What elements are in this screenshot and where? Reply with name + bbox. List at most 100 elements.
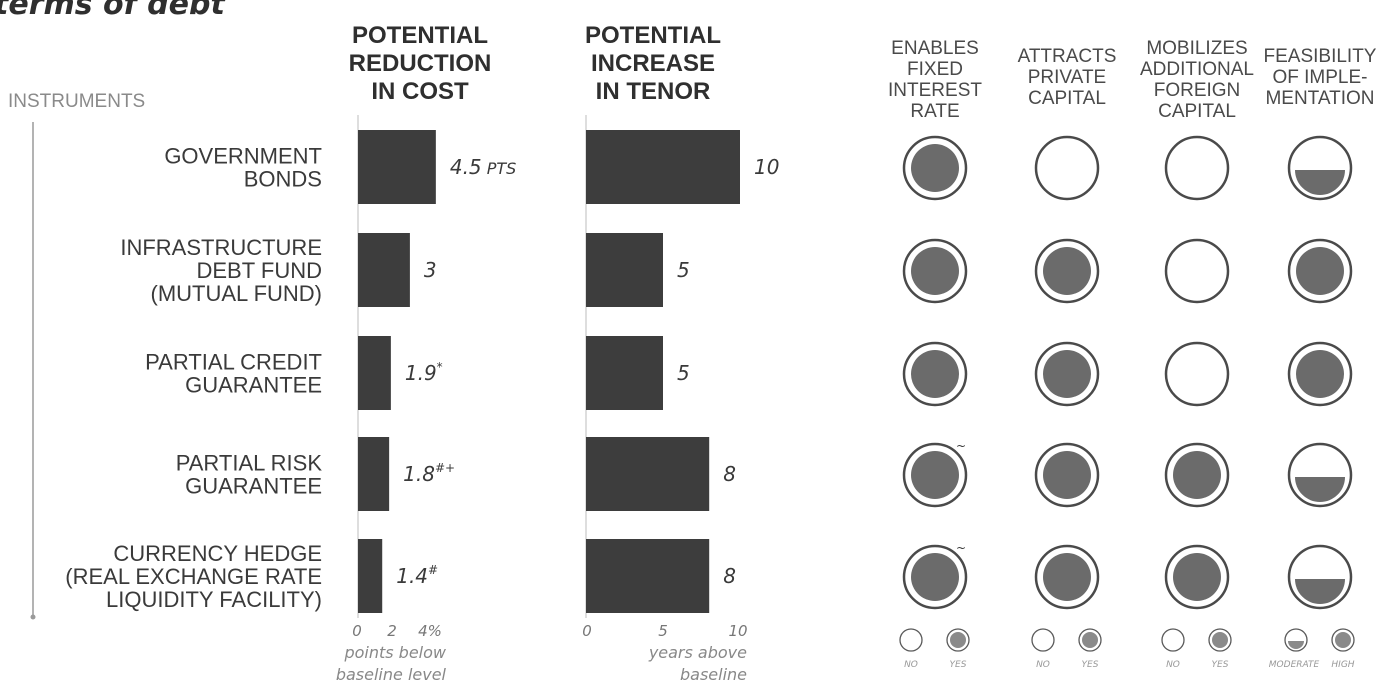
tenor-value-label: 8: [723, 462, 736, 486]
indicator-fill: [911, 144, 959, 192]
indicator-fill: [911, 247, 959, 295]
tenor-axis-label: years above: [648, 643, 747, 662]
legend-label: NO: [1166, 660, 1180, 670]
instrument-label: PARTIAL CREDIT: [145, 350, 322, 375]
tenor-bar: [586, 130, 740, 204]
legend-fill: [1335, 632, 1351, 648]
cost-value-label: 4.5 PTS: [450, 155, 516, 179]
tenor-axis-label: baseline: [680, 665, 747, 684]
instrument-label: (REAL EXCHANGE RATE: [65, 564, 322, 589]
legend-label: HIGH: [1331, 660, 1354, 670]
legend-label: MODERATE: [1269, 660, 1320, 670]
indicator-fill: [911, 553, 959, 601]
cost-bar: [358, 233, 410, 307]
matrix-column-title: PRIVATE: [1028, 67, 1106, 88]
legend-label: YES: [1082, 660, 1099, 670]
legend-fill: [1212, 632, 1228, 648]
tenor-value-label: 5: [677, 258, 690, 282]
matrix-column-title: MENTATION: [1265, 88, 1374, 109]
indicator-fill: [1173, 451, 1221, 499]
tenor-chart-title: INCREASE: [591, 50, 715, 77]
cost-tick-label: 0: [352, 622, 362, 640]
indicator-half-fill: [1295, 170, 1345, 195]
matrix-column-title: CAPITAL: [1028, 88, 1106, 109]
tenor-value-label: 8: [723, 564, 736, 588]
indicator-fill: [1173, 553, 1221, 601]
cost-value-label: 1.4#: [396, 563, 438, 588]
indicator-half-fill: [1295, 477, 1345, 502]
cost-axis-label: baseline level: [336, 665, 447, 684]
cost-value-label: 1.9*: [405, 360, 443, 385]
tenor-bar: [586, 233, 663, 307]
matrix-column-title: ATTRACTS: [1018, 46, 1117, 67]
instrument-label: PARTIAL RISK: [176, 451, 323, 476]
cost-bar: [358, 539, 383, 613]
tenor-tick-label: 10: [728, 622, 747, 640]
indicator-fill: [911, 350, 959, 398]
instrument-label: GUARANTEE: [185, 373, 322, 398]
instrument-label: (MUTUAL FUND): [151, 281, 323, 306]
tenor-tick-label: 0: [582, 622, 592, 640]
instrument-label: CURRENCY HEDGE: [113, 541, 322, 566]
legend-fill: [1082, 632, 1098, 648]
indicator-ring: [1164, 135, 1230, 201]
instrument-label: INFRASTRUCTURE: [120, 235, 322, 260]
matrix-column-title: ENABLES: [891, 38, 979, 59]
cost-tick-label: 2: [387, 622, 397, 640]
cost-value-label: 3: [424, 258, 437, 282]
cost-chart-title: REDUCTION: [349, 50, 492, 77]
indicator-fill: [1296, 247, 1344, 295]
instrument-label: GUARANTEE: [185, 474, 322, 499]
legend-half-fill: [1288, 641, 1304, 649]
legend-ring: [1161, 628, 1185, 652]
footnote-mark: ~: [956, 541, 966, 555]
tenor-chart-title: IN TENOR: [596, 78, 711, 105]
cost-tick-label: 4%: [418, 622, 442, 640]
tenor-chart-title: POTENTIAL: [585, 22, 721, 49]
legend-ring: [1031, 628, 1055, 652]
cost-axis-label: points below: [343, 643, 446, 662]
instrument-label: LIQUIDITY FACILITY): [106, 587, 322, 612]
legend-label: YES: [1212, 660, 1229, 670]
cost-bar: [358, 336, 391, 410]
indicator-ring: [1034, 135, 1100, 201]
indicator-ring: [1164, 341, 1230, 407]
matrix-column-title: OF IMPLE-: [1272, 67, 1367, 88]
matrix-column-title: ADDITIONAL: [1140, 59, 1254, 80]
legend-label: NO: [904, 660, 918, 670]
indicator-fill: [1043, 451, 1091, 499]
tenor-bar: [586, 539, 710, 613]
cost-chart-title: IN COST: [371, 78, 469, 105]
instrument-label: GOVERNMENT: [164, 144, 322, 169]
instrument-label: BONDS: [244, 167, 322, 192]
instrument-label: DEBT FUND: [197, 258, 323, 283]
instruments-label: INSTRUMENTS: [8, 91, 145, 112]
matrix-column-title: INTEREST: [888, 80, 982, 101]
indicator-fill: [1296, 350, 1344, 398]
tenor-value-label: 5: [677, 361, 690, 385]
indicator-ring: [1164, 238, 1230, 304]
instruments-axis-dot: [30, 614, 36, 620]
tenor-bar: [586, 336, 663, 410]
matrix-column-title: FEASIBILITY: [1264, 46, 1377, 67]
cost-bar: [358, 437, 390, 511]
matrix-column-title: RATE: [910, 101, 959, 122]
indicator-half-fill: [1295, 579, 1345, 604]
matrix-column-title: FIXED: [907, 59, 963, 80]
matrix-column-title: CAPITAL: [1158, 101, 1236, 122]
tenor-bar: [586, 437, 710, 511]
matrix-column-title: MOBILIZES: [1146, 38, 1247, 59]
tenor-value-label: 10: [754, 155, 779, 179]
indicator-fill: [1043, 350, 1091, 398]
tenor-tick-label: 5: [658, 622, 668, 640]
indicator-fill: [1043, 247, 1091, 295]
indicator-fill: [1043, 553, 1091, 601]
legend-label: NO: [1036, 660, 1050, 670]
cost-chart-title: POTENTIAL: [352, 22, 488, 49]
legend-label: YES: [950, 660, 967, 670]
indicator-fill: [911, 451, 959, 499]
cost-value-label: 1.8#+: [403, 461, 455, 486]
chart-title: terms of debt: [0, 0, 226, 22]
footnote-mark: ~: [956, 439, 966, 453]
